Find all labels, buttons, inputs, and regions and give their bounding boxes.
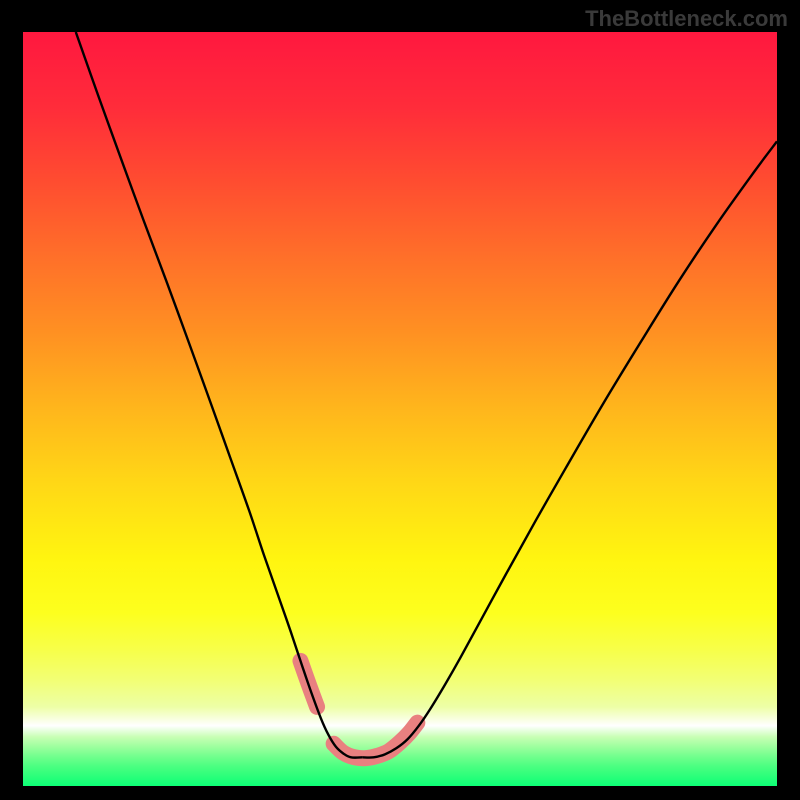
chart-svg (23, 32, 777, 786)
watermark-text: TheBottleneck.com (585, 6, 788, 32)
bottleneck-chart (23, 32, 777, 786)
chart-background (23, 32, 777, 786)
